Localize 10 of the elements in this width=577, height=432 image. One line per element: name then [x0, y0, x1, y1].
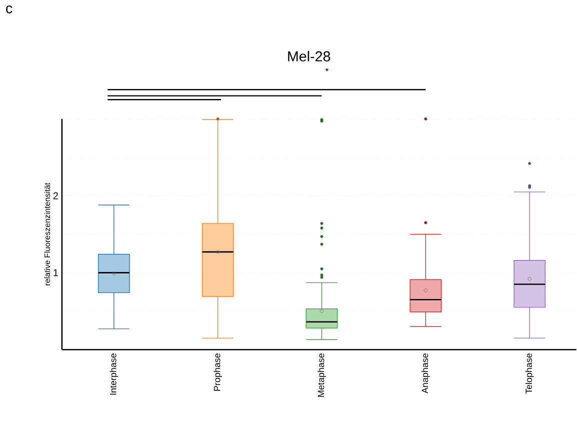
y-tick-label: 1	[54, 270, 58, 276]
x-tick-label: Prophase	[214, 354, 222, 391]
x-tick-label: Metaphase	[318, 354, 326, 397]
x-tick-label: Anaphase	[421, 354, 430, 394]
y-tick-label: 2	[53, 192, 58, 200]
text: c	[6, 6, 12, 14]
chart-title: Mel-28	[288, 51, 330, 62]
text: *	[325, 68, 329, 72]
x-tick-label: Interphase	[110, 354, 118, 395]
x-tick-label: Telophase	[525, 354, 534, 394]
